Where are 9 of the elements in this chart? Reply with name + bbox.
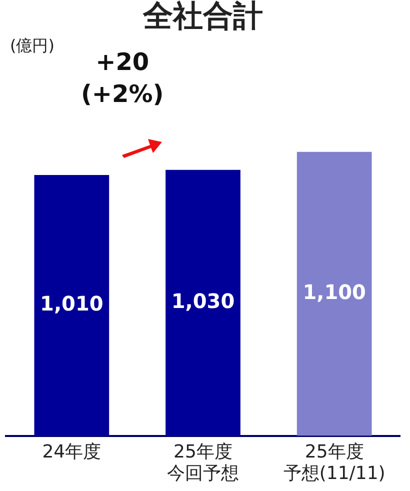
chart-title: 全社合計 <box>142 0 263 34</box>
data-label: 1,030 <box>171 289 235 314</box>
x-tick-label: 24年度 <box>42 441 102 462</box>
text: +20 (+2%) <box>80 48 164 108</box>
data-label: 1,100 <box>302 280 366 304</box>
x-tick-label: 25年度予想(11/11) <box>283 441 386 484</box>
x-tick-label: 25年度今回予想 <box>167 441 239 484</box>
data-label: 1,010 <box>40 292 104 316</box>
text: (億円) <box>10 36 54 57</box>
